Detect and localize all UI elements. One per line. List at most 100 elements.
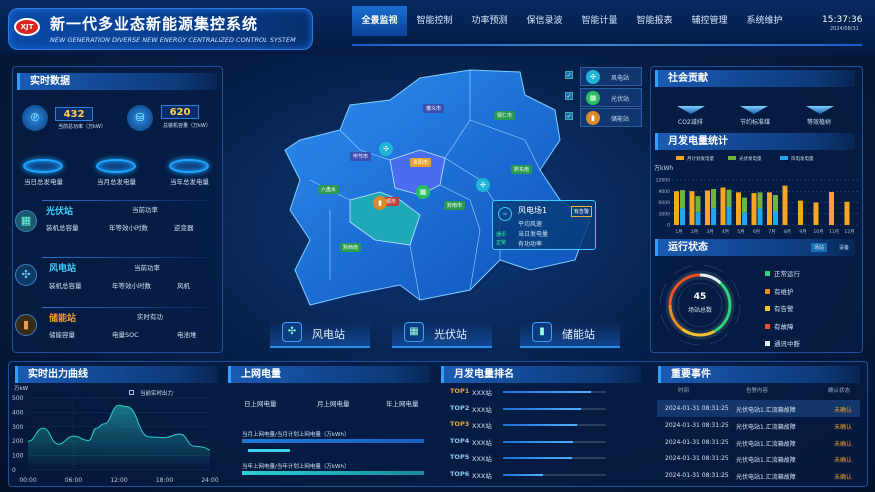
y-axis-unit: 万kWh — [654, 165, 673, 172]
legend-wind[interactable]: ✓ ✣ 风电站 — [565, 67, 643, 86]
bar-plan — [689, 191, 695, 225]
battery-icon: ▮ — [586, 111, 600, 125]
wind-turbine-icon: ✣ — [586, 70, 600, 84]
rank-bar-track — [503, 440, 606, 443]
ranking-row[interactable]: TOP6 XXX站 — [450, 470, 620, 484]
event-row[interactable]: 2024-01-31 08:31:25 光伏电站1.汇流箱故障 未确认 — [657, 400, 860, 417]
logo: XJT — [14, 18, 40, 36]
rank-bar-fill — [503, 440, 574, 443]
station-name: XXX站 — [472, 438, 492, 447]
grid-col: 月上网电量 — [317, 400, 350, 408]
station-popup: ∞ 通讯 正常 风电场1 有告警 平均风速 当日发电量 有功功率 — [492, 200, 596, 250]
wind-field-2: 年等效小时数 — [112, 282, 151, 290]
wind-checkbox[interactable]: ✓ — [565, 71, 573, 79]
station-name: XXX站 — [472, 389, 492, 397]
bar-plan — [798, 200, 803, 225]
nav-panorama[interactable]: 全景监视 — [352, 6, 407, 36]
comm-status-label: 通讯 — [496, 232, 507, 238]
y-tick-label: 100 — [12, 453, 24, 460]
status-legend-item: 有告警 — [765, 303, 794, 313]
comm-status-value: 正常 — [496, 240, 507, 246]
alarm-badge: 有告警 — [571, 206, 593, 217]
ranking-row[interactable]: TOP1 XXX站 — [450, 387, 620, 401]
button-label: 储能站 — [562, 328, 595, 341]
legend-storage[interactable]: ✓ ▮ 储能站 — [565, 108, 643, 127]
storage-station-pin-icon[interactable]: ▮ — [373, 196, 387, 210]
power-value: 432 — [55, 107, 93, 121]
legend-swatch — [765, 271, 770, 276]
ranking-row[interactable]: TOP2 XXX站 — [450, 404, 620, 418]
event-status: 未确认 — [834, 474, 853, 482]
social-item: 等效植树 — [807, 119, 832, 126]
nav-reports[interactable]: 智能报表 — [636, 16, 673, 26]
legend-swatch — [765, 288, 770, 294]
bar-solar — [680, 190, 685, 209]
nav-recording[interactable]: 保信录波 — [526, 16, 563, 26]
month-grid-label: 当月上网电量/当月计划上网电量（万kWh） — [242, 432, 350, 438]
region-anshun[interactable] — [349, 191, 421, 246]
solar-checkbox[interactable]: ✓ — [565, 92, 573, 100]
event-status: 未确认 — [834, 407, 853, 414]
legend-swatch — [728, 156, 736, 160]
wind-station-pin-icon[interactable]: ✣ — [379, 142, 393, 156]
bar-wind — [773, 211, 778, 225]
status-legend-item: 正常运行 — [765, 268, 800, 278]
ranking-row[interactable]: TOP5 XXX站 — [450, 453, 620, 467]
region-label-qiandongnan: 黔东南 — [511, 165, 533, 174]
legend-label: 通讯中断 — [774, 340, 800, 348]
clock: 15:37:36 — [822, 15, 863, 25]
nav-metering[interactable]: 智能计量 — [581, 16, 618, 26]
nav-maintenance[interactable]: 系统维护 — [746, 16, 783, 26]
x-tick-label: 3月 — [706, 229, 713, 235]
year-grid-label: 当年上网电量/当年计划上网电量（万kWh） — [242, 464, 350, 470]
ranking-row[interactable]: TOP4 XXX站 — [450, 437, 620, 451]
wind-station-button[interactable]: ✣ 风电站 — [270, 322, 370, 348]
wind-current-label: 当前功率 — [134, 264, 160, 272]
status-ring-chart — [659, 264, 741, 346]
solar-station-pin-icon[interactable]: ▦ — [416, 185, 430, 199]
event-row[interactable]: 2024-01-31 08:31:25 光伏电站1.汇流箱故障 未确认 — [657, 434, 860, 451]
region-label-qianxinan: 黔西南 — [340, 243, 362, 252]
event-row[interactable]: 2024-01-31 08:31:25 光伏电站1.汇流箱故障 未确认 — [657, 417, 860, 434]
x-tick-label: 12月 — [844, 229, 854, 235]
event-row[interactable]: 2024-01-31 08:31:25 光伏电站1.汇流箱故障 未确认 — [657, 450, 860, 467]
nav-forecast[interactable]: 功率预测 — [471, 16, 508, 26]
bar-plan — [674, 191, 679, 225]
solar-station-button[interactable]: ▦ 光伏站 — [392, 322, 492, 348]
event-content: 光伏电站1.汇流箱故障 — [736, 440, 796, 448]
power-meter-icon: ℗ — [22, 105, 48, 131]
bar-wind — [742, 212, 747, 225]
ring-segment — [713, 282, 732, 333]
nav-control[interactable]: 智能控制 — [416, 16, 453, 26]
tab-stations[interactable]: 场站 — [811, 243, 828, 252]
station-name: XXX站 — [472, 405, 492, 414]
capacity-value: 620 — [161, 105, 199, 119]
event-row[interactable]: 2024-01-31 08:31:25 光伏电站1.汇流箱故障 未确认 — [657, 467, 860, 484]
wind-station-pin-icon[interactable]: ✣ — [476, 178, 490, 192]
event-status: 未确认 — [834, 423, 853, 431]
legend-solar[interactable]: ✓ ▦ 光伏站 — [565, 88, 643, 107]
rank-bar-fill — [503, 391, 591, 393]
storage-station-name: 储能站 — [49, 314, 77, 324]
curve-legend: 当前实时出力 — [140, 391, 174, 397]
rank-label: TOP3 — [450, 420, 470, 429]
storage-station-button[interactable]: ▮ 储能站 — [520, 322, 620, 348]
tab-devices[interactable]: 设备 — [839, 245, 850, 251]
grid-col: 年上网电量 — [386, 400, 419, 408]
station-total: 45 — [693, 292, 707, 302]
event-content: 光伏电站1.汇流箱故障 — [736, 423, 796, 431]
x-tick-label: 9月 — [799, 229, 806, 235]
station-name: XXX站 — [472, 422, 492, 431]
popup-station-name: 风电场1 — [518, 206, 548, 215]
x-tick-label: 1月 — [675, 229, 682, 235]
social-item: CO2减排 — [678, 119, 703, 126]
ranking-row[interactable]: TOP3 XXX站 — [450, 420, 620, 434]
capacity-label: 总装机容量（万kW） — [163, 123, 211, 129]
nav-aux[interactable]: 辅控管理 — [691, 16, 728, 26]
storage-checkbox[interactable]: ✓ — [565, 112, 573, 120]
title-box — [8, 8, 313, 50]
legend-marker-icon — [129, 390, 134, 395]
ring-outer-decor — [659, 264, 741, 346]
bar-solar — [711, 189, 716, 209]
